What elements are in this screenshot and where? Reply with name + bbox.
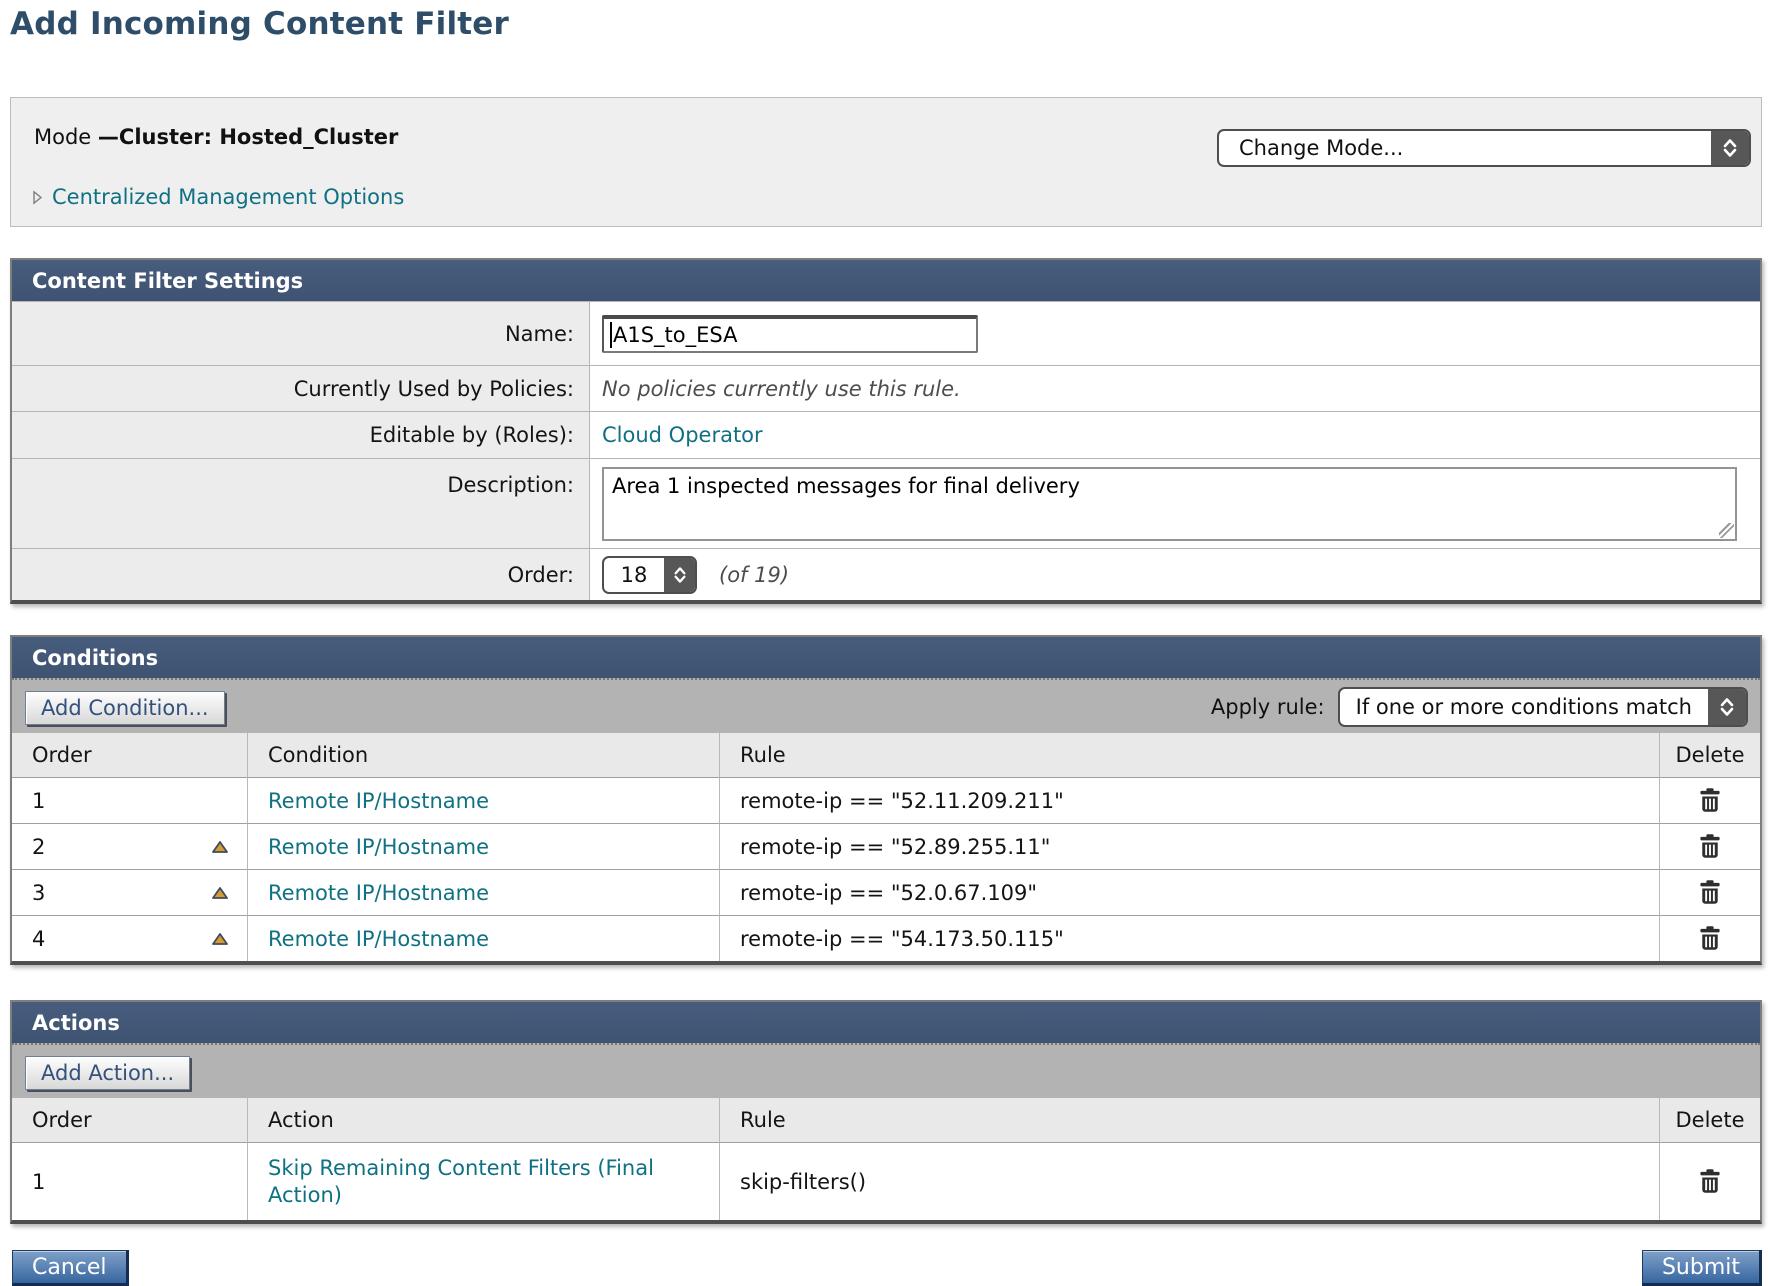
centralized-management-row: Centralized Management Options (32, 185, 404, 209)
stepper-icon (664, 557, 695, 592)
condition-row-delete (1660, 777, 1760, 823)
name-input-value: A1S_to_ESA (613, 322, 738, 347)
order-total-note: (of 19) (719, 562, 790, 587)
condition-row-rule: remote-ip == "52.0.67.109" (720, 869, 1660, 915)
condition-row-rule: remote-ip == "52.11.209.211" (720, 777, 1660, 823)
action-link[interactable]: Skip Remaining Content Filters (Final Ac… (268, 1156, 654, 1207)
actions-panel: Actions Add Action... Order Action Rule … (10, 1000, 1762, 1224)
actions-col-delete: Delete (1660, 1098, 1760, 1142)
conditions-table: Order Condition Rule Delete 1 Remote IP/… (12, 733, 1760, 961)
trash-icon[interactable] (1698, 879, 1722, 906)
condition-row-condition: Remote IP/Hostname (248, 869, 720, 915)
change-mode-selected-value: Change Mode... (1239, 136, 1404, 160)
policies-label: Currently Used by Policies: (12, 366, 590, 411)
sort-up-icon[interactable] (211, 932, 229, 946)
mode-panel: Mode —Cluster: Hosted_Cluster Change Mod… (10, 97, 1762, 227)
conditions-panel-header: Conditions (12, 637, 1760, 678)
mode-line: Mode —Cluster: Hosted_Cluster (34, 125, 398, 149)
apply-rule-selected-value: If one or more conditions match (1355, 695, 1692, 719)
condition-row-condition: Remote IP/Hostname (248, 915, 720, 961)
cloud-operator-link[interactable]: Cloud Operator (602, 423, 763, 447)
condition-order-number: 4 (32, 926, 46, 951)
condition-row-rule: remote-ip == "54.173.50.115" (720, 915, 1660, 961)
description-label: Description: (12, 459, 590, 548)
conditions-col-condition: Condition (248, 733, 720, 777)
condition-link[interactable]: Remote IP/Hostname (268, 880, 490, 905)
stepper-icon (1708, 689, 1746, 725)
settings-row-policies: Currently Used by Policies: No policies … (12, 365, 1760, 411)
resize-grip-icon[interactable] (1719, 523, 1734, 538)
settings-row-name: Name: A1S_to_ESA (12, 301, 1760, 365)
page-title: Add Incoming Content Filter (10, 6, 510, 42)
content-filter-settings-panel: Content Filter Settings Name: A1S_to_ESA… (10, 258, 1762, 604)
condition-row-order: 3 (12, 869, 248, 915)
name-input[interactable]: A1S_to_ESA (602, 314, 978, 353)
condition-link[interactable]: Remote IP/Hostname (268, 834, 490, 859)
action-row-delete (1660, 1142, 1760, 1220)
text-caret (610, 321, 612, 348)
conditions-col-order: Order (12, 733, 248, 777)
disclosure-triangle-icon[interactable] (32, 189, 43, 205)
actions-col-order: Order (12, 1098, 248, 1142)
mode-value: —Cluster: Hosted_Cluster (97, 125, 399, 149)
condition-row-condition: Remote IP/Hostname (248, 777, 720, 823)
conditions-col-rule: Rule (720, 733, 1660, 777)
trash-icon[interactable] (1698, 925, 1722, 952)
condition-link[interactable]: Remote IP/Hostname (268, 926, 490, 951)
condition-order-number: 2 (32, 834, 46, 859)
condition-row-order: 4 (12, 915, 248, 961)
condition-row-condition: Remote IP/Hostname (248, 823, 720, 869)
apply-rule-select[interactable]: If one or more conditions match (1337, 687, 1748, 727)
add-action-button[interactable]: Add Action... (25, 1056, 191, 1090)
add-condition-button[interactable]: Add Condition... (25, 691, 225, 725)
actions-panel-header: Actions (12, 1002, 1760, 1043)
trash-icon[interactable] (1698, 833, 1722, 860)
trash-icon[interactable] (1698, 787, 1722, 814)
order-selected-value: 18 (620, 562, 648, 587)
condition-row-delete (1660, 915, 1760, 961)
trash-icon[interactable] (1698, 1168, 1722, 1195)
condition-order-number: 1 (32, 788, 46, 813)
roles-label: Editable by (Roles): (12, 412, 590, 458)
condition-link[interactable]: Remote IP/Hostname (268, 788, 490, 813)
apply-rule-label: Apply rule: (1210, 695, 1325, 719)
name-label: Name: (12, 302, 590, 365)
policies-value: No policies currently use this rule. (602, 376, 961, 401)
conditions-col-delete: Delete (1660, 733, 1760, 777)
cancel-button[interactable]: Cancel (12, 1250, 129, 1286)
settings-row-order: Order: 18 (of 19) (12, 548, 1760, 600)
change-mode-select[interactable]: Change Mode... (1217, 129, 1751, 167)
action-row-action: Skip Remaining Content Filters (Final Ac… (248, 1142, 720, 1220)
settings-row-roles: Editable by (Roles): Cloud Operator (12, 411, 1760, 458)
conditions-toolbar: Add Condition... Apply rule: If one or m… (12, 678, 1760, 733)
action-row-order: 1 (12, 1142, 248, 1220)
action-row-rule: skip-filters() (720, 1142, 1660, 1220)
condition-order-number: 3 (32, 880, 46, 905)
settings-panel-header: Content Filter Settings (12, 260, 1760, 301)
stepper-icon (1711, 131, 1749, 165)
settings-row-description: Description: Area 1 inspected messages f… (12, 458, 1760, 548)
conditions-panel: Conditions Add Condition... Apply rule: … (10, 635, 1762, 965)
sort-up-icon[interactable] (211, 840, 229, 854)
apply-rule-group: Apply rule: If one or more conditions ma… (1211, 687, 1748, 727)
actions-col-action: Action (248, 1098, 720, 1142)
order-select[interactable]: 18 (602, 555, 697, 594)
description-textarea[interactable]: Area 1 inspected messages for final deli… (602, 467, 1737, 541)
condition-row-order: 1 (12, 777, 248, 823)
description-value: Area 1 inspected messages for final deli… (612, 474, 1080, 498)
actions-toolbar: Add Action... (12, 1043, 1760, 1098)
submit-button[interactable]: Submit (1641, 1250, 1762, 1286)
condition-row-delete (1660, 823, 1760, 869)
condition-row-delete (1660, 869, 1760, 915)
centralized-management-link[interactable]: Centralized Management Options (52, 185, 405, 209)
action-order-number: 1 (32, 1169, 46, 1194)
condition-row-rule: remote-ip == "52.89.255.11" (720, 823, 1660, 869)
actions-col-rule: Rule (720, 1098, 1660, 1142)
order-label: Order: (12, 549, 590, 600)
condition-row-order: 2 (12, 823, 248, 869)
sort-up-icon[interactable] (211, 886, 229, 900)
mode-label: Mode (34, 125, 98, 149)
actions-table: Order Action Rule Delete 1 Skip Remainin… (12, 1098, 1760, 1220)
